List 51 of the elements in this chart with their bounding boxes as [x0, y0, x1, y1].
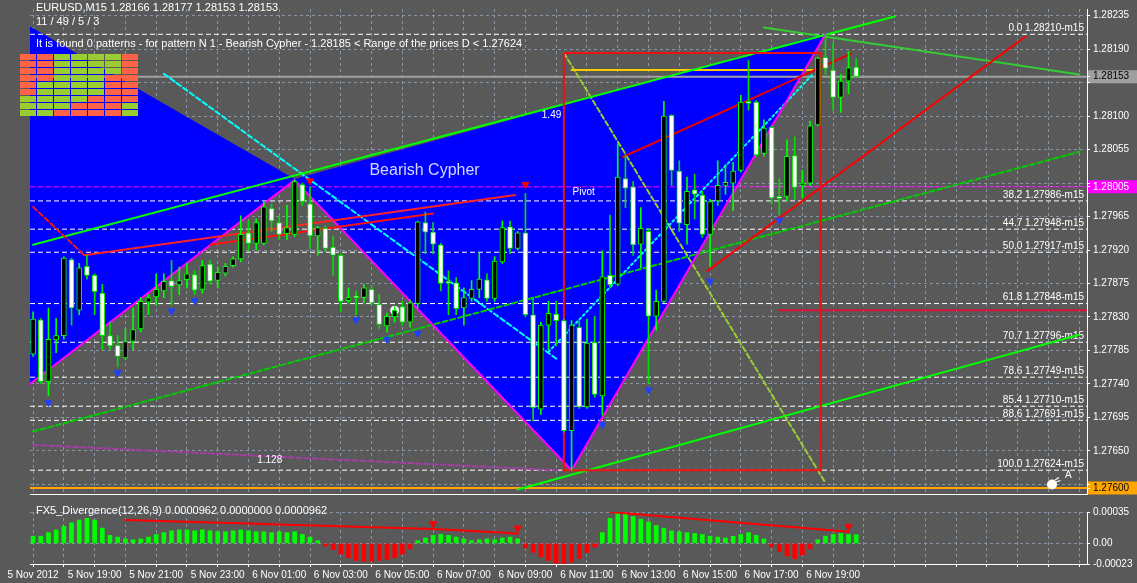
y-tick-label: 1.28153 [1093, 70, 1130, 82]
chart-title: EURUSD,M15 1.28166 1.28177 1.28153 1.28153 [36, 1, 279, 14]
ref-line-label: 38.2 1.27986-m15 [1002, 188, 1085, 200]
x-tick-label: 6 Nov 17:00 [744, 568, 799, 580]
y-tick-label: 1.28100 [1093, 109, 1130, 121]
y-tick-label: 1.27695 [1093, 411, 1130, 423]
chart-title: FX5_Divergence(12,26,9) 0.0000962 0.0000000 0.0000962 [36, 504, 328, 517]
y-tick-label: 1.27740 [1093, 377, 1130, 389]
x-tick-label: 5 Nov 23:00 [190, 568, 246, 580]
x-tick-label: 6 Nov 01:00 [252, 568, 307, 580]
y-tick-label: 1.27875 [1093, 277, 1130, 289]
x-tick-label: 6 Nov 15:00 [683, 568, 738, 580]
ref-line-label: 50.0 1.27917-m15 [1002, 239, 1085, 251]
y-tick-label: 0.00 [1093, 537, 1113, 549]
y-tick-label: 1.28005 [1093, 180, 1130, 192]
x-tick-label: 5 Nov 2012 [7, 568, 60, 580]
annotation: A [1064, 468, 1072, 480]
series-label: Bearish Cypher [369, 161, 481, 179]
x-tick-label: 6 Nov 09:00 [498, 568, 553, 580]
annotation: It is found 0 patterns - for pattern N 1 - Bearish Cypher - 1.28185 < Range of the prices D < 1.27624 [36, 37, 523, 50]
ref-line-label: 88.6 1.27691-m15 [1002, 408, 1085, 420]
y-tick-label: -0.00023 [1093, 557, 1133, 569]
ref-line-label: 44.7 1.27948-m15 [1002, 216, 1085, 228]
y-tick-label: 1.28235 [1093, 9, 1130, 21]
y-tick-label: 1.27650 [1093, 444, 1130, 456]
y-tick-label: 0.00035 [1093, 505, 1130, 517]
ref-line-label: 0.0 1.28210-m15 [1008, 22, 1085, 34]
y-tick-label: 1.27830 [1093, 310, 1130, 322]
x-tick-label: 6 Nov 07:00 [436, 568, 492, 580]
annotation: 1.49 [541, 108, 562, 120]
ref-line-label: 100.0 1.27624-m15 [997, 457, 1085, 469]
y-tick-label: 1.28055 [1093, 143, 1130, 155]
y-tick-label: 1.27965 [1093, 210, 1130, 222]
ref-line-label: 61.8 1.27848-m15 [1002, 291, 1085, 303]
y-tick-label: 1.27600 [1093, 481, 1130, 493]
ref-line-label: 85.4 1.27710-m15 [1002, 393, 1085, 405]
x-tick-label: 6 Nov 13:00 [621, 568, 676, 580]
ref-line-label: 78.6 1.27749-m15 [1002, 364, 1085, 376]
ref-line-label: 70.7 1.27796-m15 [1002, 330, 1085, 341]
x-tick-label: 6 Nov 11:00 [560, 568, 614, 580]
annotation: 1.128 [257, 454, 283, 466]
x-tick-label: 6 Nov 05:00 [375, 568, 430, 580]
x-tick-label: 6 Nov 03:00 [313, 568, 369, 580]
x-tick-label: 6 Nov 19:00 [806, 568, 861, 580]
x-tick-label: 5 Nov 21:00 [129, 568, 184, 580]
y-tick-label: 1.28190 [1093, 42, 1130, 54]
x-tick-label: 5 Nov 19:00 [67, 568, 123, 580]
text: 11 / 49 / 5 / 3 [36, 15, 100, 28]
y-tick-label: 1.27920 [1093, 243, 1130, 255]
y-tick-label: 1.27785 [1093, 344, 1130, 356]
annotation: Pivot [572, 185, 596, 197]
